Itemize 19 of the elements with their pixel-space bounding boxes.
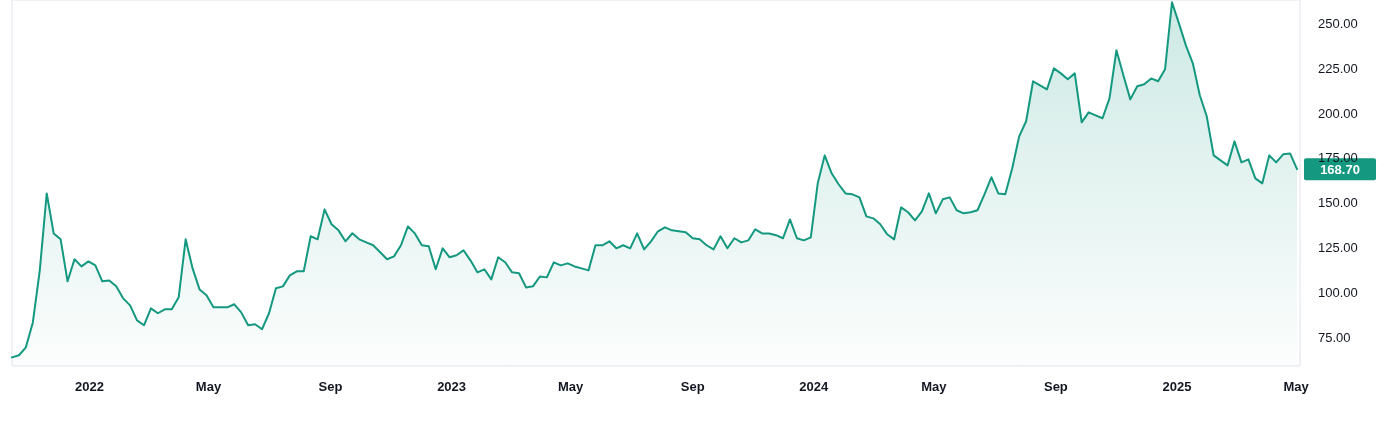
x-tick-label: May xyxy=(558,379,585,394)
y-tick-label: 100.00 xyxy=(1318,284,1358,300)
x-tick-label: 2022 xyxy=(74,379,104,394)
x-tick-label: Sep xyxy=(680,379,705,394)
y-tick-label: 125.00 xyxy=(1318,240,1358,256)
x-tick-label: May xyxy=(1283,379,1310,394)
y-tick-label: 150.00 xyxy=(1318,195,1358,211)
x-tick-label: Sep xyxy=(318,379,343,394)
x-tick-label: May xyxy=(195,379,222,394)
x-tick-label: 2023 xyxy=(437,379,467,394)
x-tick-label: 2024 xyxy=(799,379,829,394)
y-tick-label: 200.00 xyxy=(1318,105,1358,121)
annotation: 168.70 xyxy=(1320,161,1360,177)
x-tick-label: Sep xyxy=(1043,379,1068,394)
x-tick-label: May xyxy=(921,379,948,394)
y-tick-label: 250.00 xyxy=(1318,15,1358,31)
y-tick-label: 75.00 xyxy=(1318,329,1351,345)
y-tick-label: 225.00 xyxy=(1318,60,1358,76)
x-tick-label: 2025 xyxy=(1162,379,1192,394)
